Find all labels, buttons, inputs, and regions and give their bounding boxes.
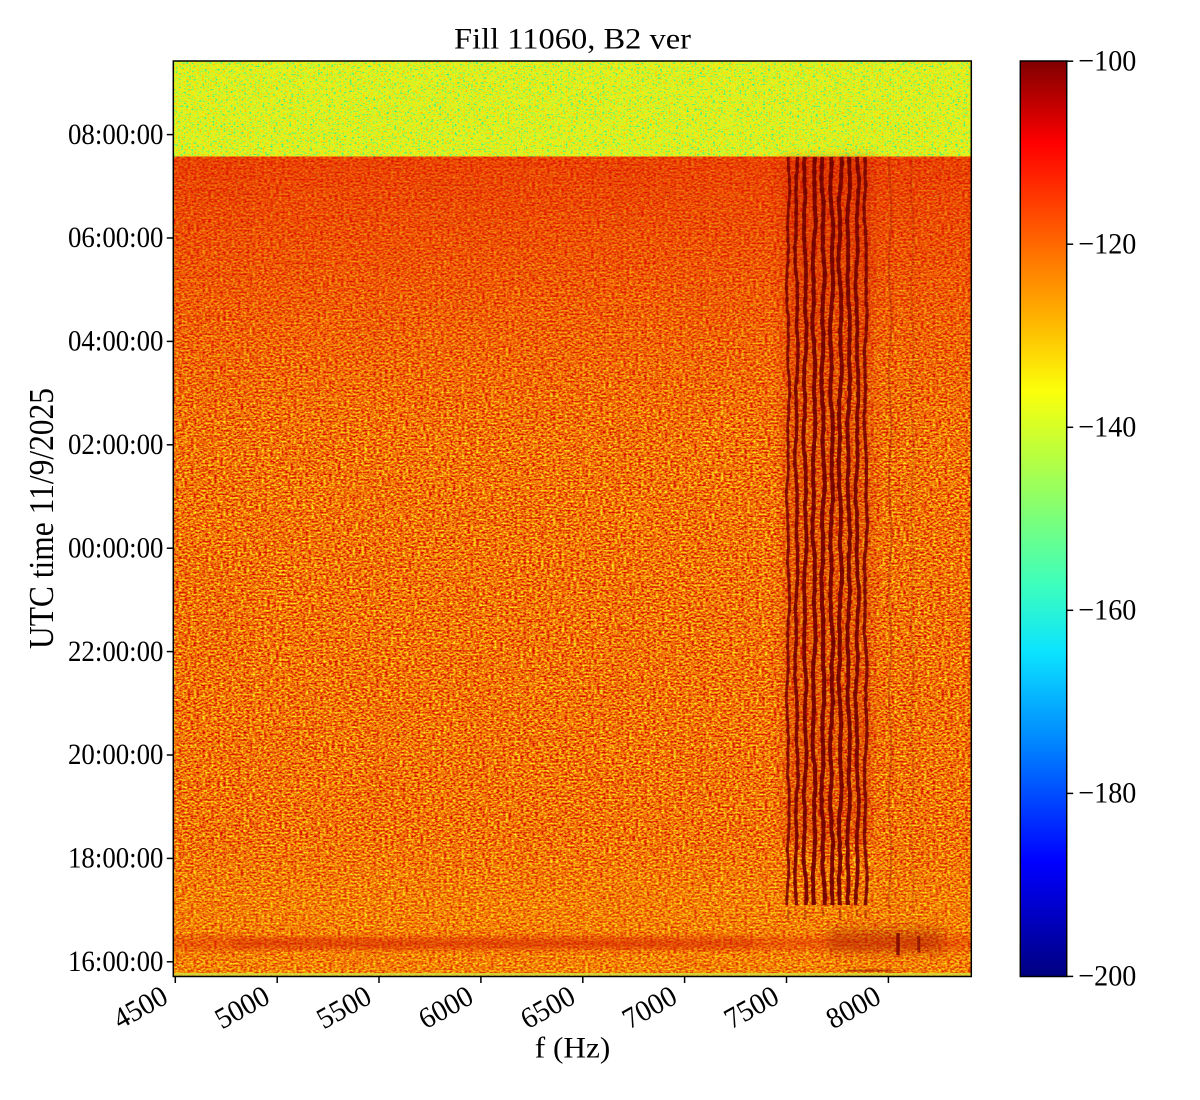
svg-text:−200: −200 xyxy=(1078,961,1136,993)
svg-text:08:00:00: 08:00:00 xyxy=(68,119,164,151)
svg-text:06:00:00: 06:00:00 xyxy=(68,222,164,254)
svg-text:16:00:00: 16:00:00 xyxy=(68,946,164,978)
svg-text:Fill 11060, B2 ver: Fill 11060, B2 ver xyxy=(454,22,691,55)
svg-text:−160: −160 xyxy=(1078,595,1136,627)
svg-text:20:00:00: 20:00:00 xyxy=(68,739,164,771)
svg-text:−140: −140 xyxy=(1078,412,1136,444)
svg-text:f (Hz): f (Hz) xyxy=(535,1032,611,1065)
svg-text:−100: −100 xyxy=(1078,45,1136,77)
svg-text:02:00:00: 02:00:00 xyxy=(68,429,164,461)
svg-text:22:00:00: 22:00:00 xyxy=(68,636,164,668)
svg-text:UTC time 11/9/2025: UTC time 11/9/2025 xyxy=(23,388,61,649)
svg-text:18:00:00: 18:00:00 xyxy=(68,843,164,875)
svg-text:04:00:00: 04:00:00 xyxy=(68,326,164,358)
svg-text:00:00:00: 00:00:00 xyxy=(68,532,164,564)
svg-text:−120: −120 xyxy=(1078,228,1136,260)
svg-text:−180: −180 xyxy=(1078,778,1136,810)
